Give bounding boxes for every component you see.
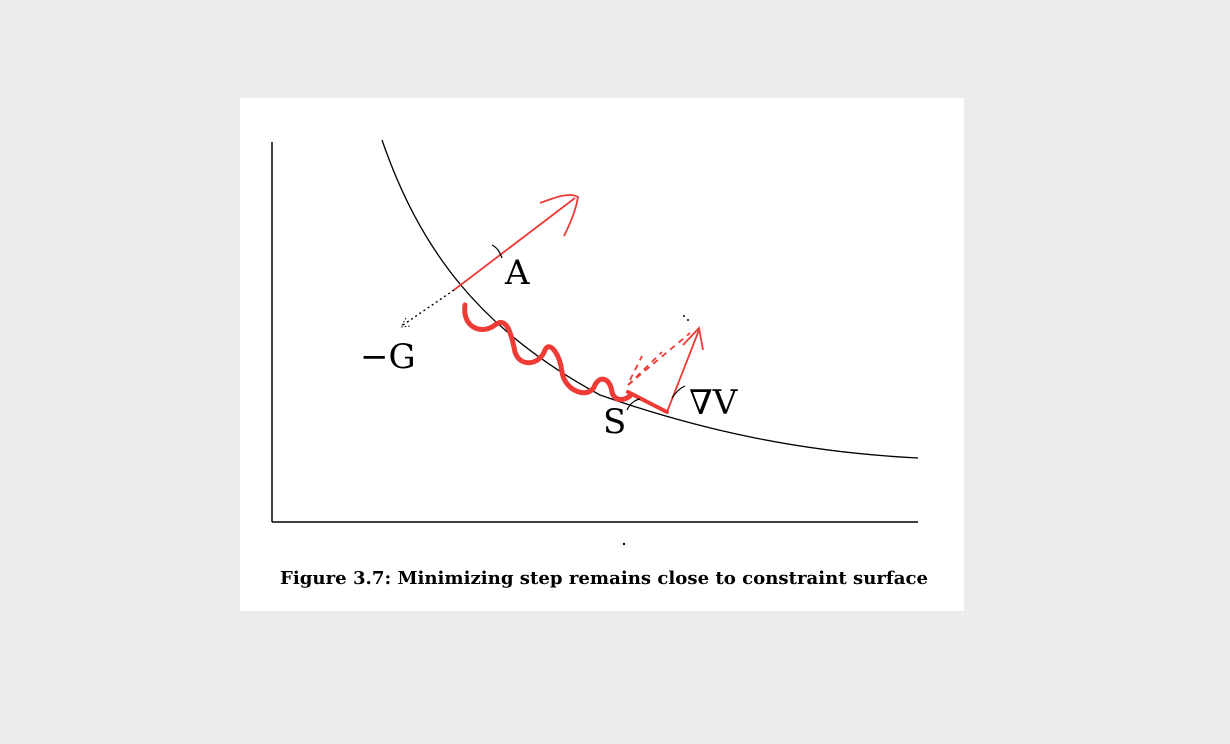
figure-caption: Figure 3.7: Minimizing step remains clos… <box>280 568 928 589</box>
step-segment <box>626 390 669 414</box>
faint-mark <box>687 319 689 321</box>
vector-a-arrow <box>453 197 576 291</box>
vector-a-arrowhead <box>539 194 579 237</box>
label-a: A <box>504 253 530 293</box>
dashed-vector-2 <box>627 351 663 386</box>
dashed-vector-3 <box>629 355 643 381</box>
faint-mark <box>622 542 626 546</box>
constraint-curve <box>381 139 919 459</box>
grad-v-vector <box>666 329 700 413</box>
vector-a-printed-tick <box>491 244 503 259</box>
label-grad-v: ∇V <box>689 383 739 423</box>
label-neg-g: −G <box>360 337 416 377</box>
neg-g-arrowhead <box>400 317 411 328</box>
faint-mark <box>683 315 685 317</box>
grad-v-arrowhead <box>682 326 704 351</box>
s-printed-tick <box>626 398 641 411</box>
dashed-vector-1 <box>627 332 691 386</box>
minimizing-step-path <box>462 302 633 402</box>
neg-g-dotted-vector <box>402 289 455 326</box>
label-s: S <box>603 402 626 442</box>
paper-page <box>240 98 964 611</box>
grad-v-printed-tick <box>671 385 686 399</box>
